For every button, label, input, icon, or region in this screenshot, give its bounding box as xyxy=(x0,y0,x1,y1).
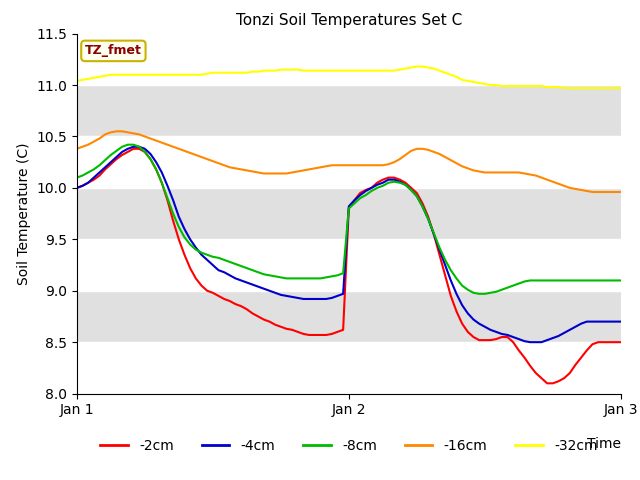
Bar xyxy=(77,85,621,136)
Legend: -2cm, -4cm, -8cm, -16cm, -32cm: -2cm, -4cm, -8cm, -16cm, -32cm xyxy=(95,433,603,459)
Bar xyxy=(77,291,621,342)
Bar xyxy=(77,342,621,394)
Text: Time: Time xyxy=(587,437,621,451)
Bar xyxy=(77,188,621,240)
Y-axis label: Soil Temperature (C): Soil Temperature (C) xyxy=(17,143,31,285)
Text: TZ_fmet: TZ_fmet xyxy=(85,44,142,58)
Bar xyxy=(77,34,621,85)
Bar xyxy=(77,136,621,188)
Bar xyxy=(77,240,621,291)
Title: Tonzi Soil Temperatures Set C: Tonzi Soil Temperatures Set C xyxy=(236,13,462,28)
